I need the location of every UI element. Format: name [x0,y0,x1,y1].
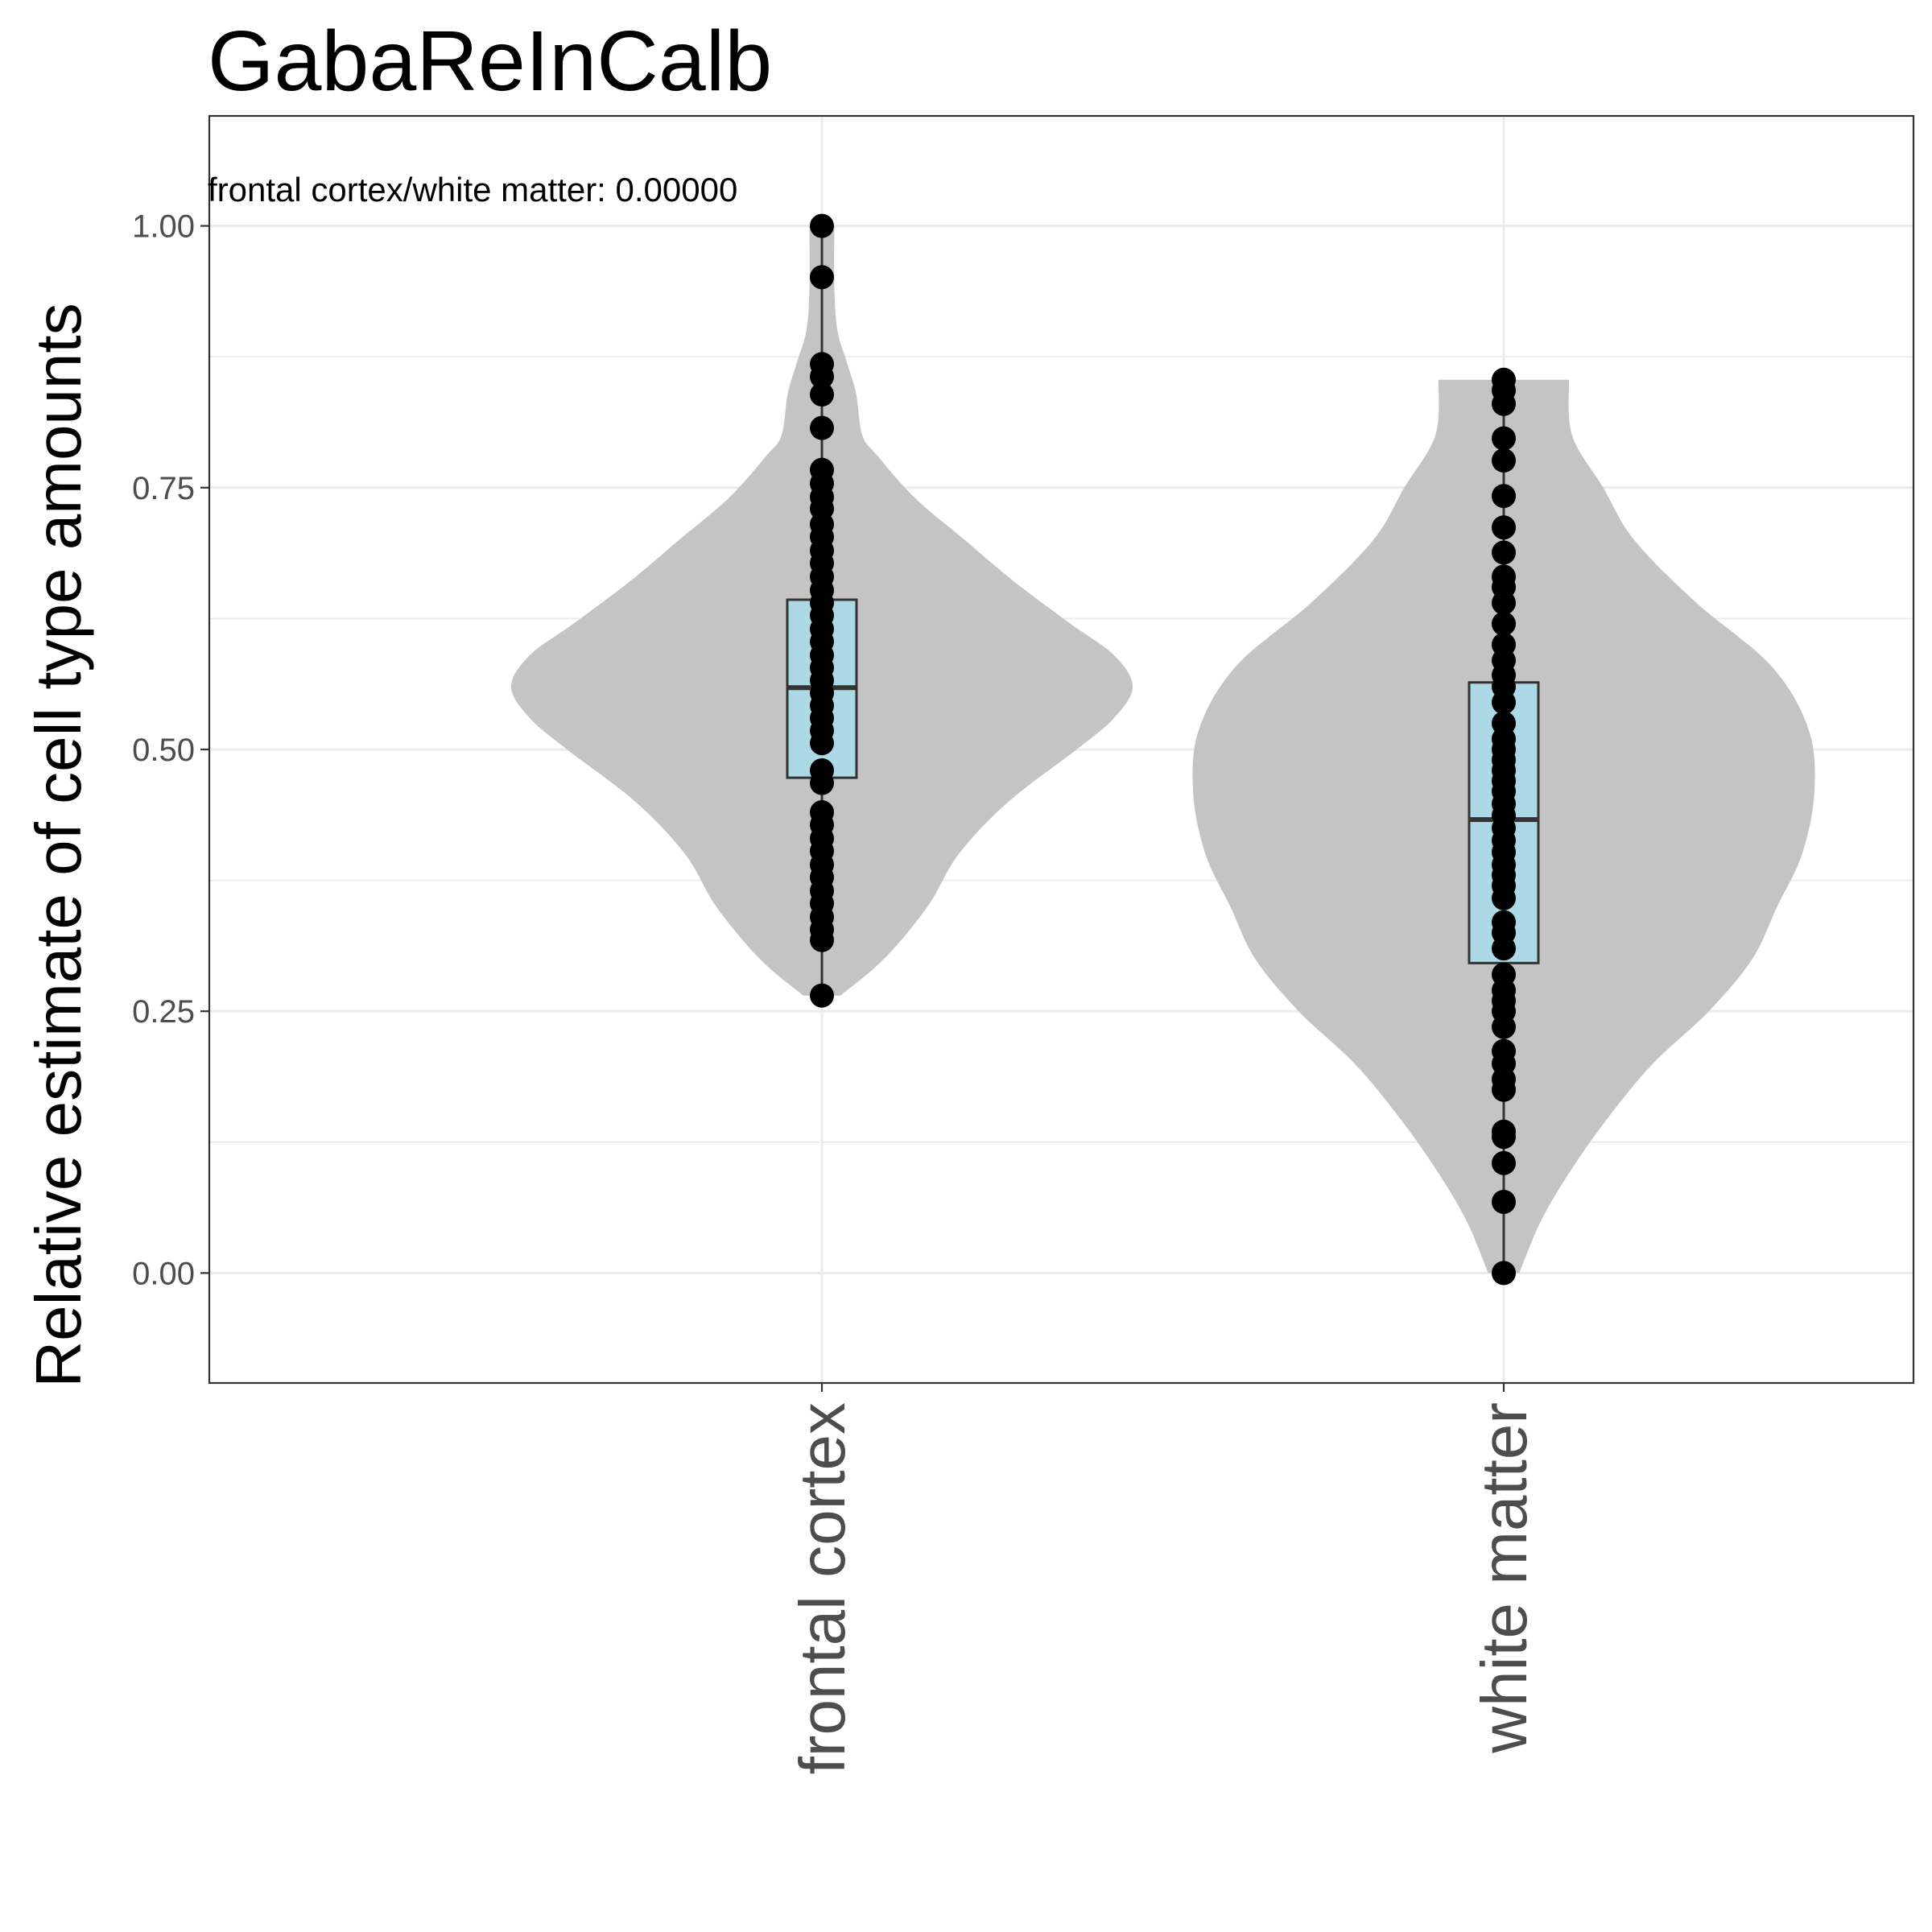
data-points [810,213,1516,1286]
data-point [1492,1261,1516,1286]
data-point [1492,1077,1516,1102]
data-point [1492,690,1516,715]
x-tick-label: white matter [1468,1402,1540,1754]
data-point [1492,936,1516,961]
data-point [1492,448,1516,473]
x-tick-label: frontal cortex [786,1402,858,1774]
data-point [1492,590,1516,615]
data-point [810,983,834,1008]
data-point [1492,1125,1516,1150]
data-point [1492,426,1516,451]
data-point [1492,540,1516,565]
y-tick-label: 1.00 [132,209,195,245]
data-point [1492,1014,1516,1039]
data-point [1492,1150,1516,1175]
data-point [1492,391,1516,416]
data-point [810,382,834,407]
x-axis: frontal cortex white matter [786,1383,1540,1774]
data-point [810,770,834,795]
data-point [1492,515,1516,540]
chart-title: GabaReInCalb [208,14,772,109]
data-point [810,927,834,952]
data-point [810,265,834,290]
data-point [810,731,834,756]
data-point [810,364,834,389]
significance-annotation: frontal cortex/white matter: 0.00000 [208,171,737,208]
data-point [1492,611,1516,636]
data-point [1492,1189,1516,1214]
data-point [1492,484,1516,509]
y-tick-label: 0.75 [132,471,195,506]
y-tick-label: 0.50 [132,733,195,768]
y-tick-label: 0.25 [132,994,195,1030]
plot-panel [208,114,1915,1385]
y-axis: 0.00 0.25 0.50 0.75 1.00 [132,209,209,1291]
y-tick-label: 0.00 [132,1256,195,1291]
data-point [810,415,834,440]
y-axis-label: Relative estimate of cell type amounts [23,303,94,1387]
data-point [810,213,834,238]
data-point [1492,886,1516,910]
